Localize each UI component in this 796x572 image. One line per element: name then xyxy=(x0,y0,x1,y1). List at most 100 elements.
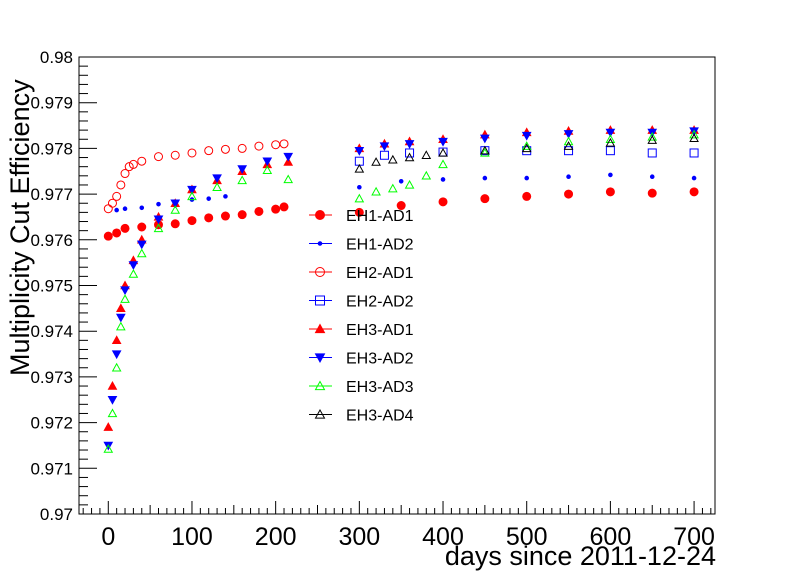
y-tick-label: 0.979 xyxy=(30,94,73,113)
legend-item: EH1-AD2 xyxy=(309,237,414,254)
data-point xyxy=(204,146,214,156)
legend-label: EH3-AD4 xyxy=(346,408,414,425)
data-point xyxy=(120,286,130,296)
data-point xyxy=(440,177,446,182)
data-point xyxy=(120,169,130,179)
data-point xyxy=(354,207,364,217)
data-point xyxy=(262,157,273,167)
data-point xyxy=(387,183,398,193)
data-point xyxy=(107,381,118,390)
legend-marker xyxy=(314,408,326,419)
data-point xyxy=(647,188,657,198)
data-point xyxy=(649,174,655,180)
data-point xyxy=(136,248,147,258)
data-point xyxy=(480,134,490,144)
data-point xyxy=(103,231,113,241)
legend: EH1-AD1 EH1-AD2 EH2-AD1 EH2-AD2 EH3-AD1 EH3-A… xyxy=(309,208,414,425)
y-tick-label: 0.977 xyxy=(30,185,73,204)
data-point xyxy=(271,140,281,150)
data-point xyxy=(521,143,532,153)
data-point xyxy=(204,213,214,223)
data-point xyxy=(271,204,281,214)
data-point xyxy=(206,196,212,201)
data-point xyxy=(153,215,164,225)
x-axis-ticks: 0 100 200 300 400 500 600 700 xyxy=(82,501,715,551)
data-point xyxy=(103,422,114,431)
data-point xyxy=(187,216,197,226)
legend-marker xyxy=(314,380,326,391)
legend-label: EH2-AD2 xyxy=(346,294,414,311)
data-point xyxy=(404,140,415,149)
data-point xyxy=(521,131,532,141)
data-point xyxy=(114,207,119,213)
data-point xyxy=(136,240,147,250)
data-point xyxy=(480,145,490,155)
data-point xyxy=(524,175,530,181)
data-point xyxy=(354,146,365,156)
x-tick-label: 600 xyxy=(590,523,632,551)
data-point xyxy=(379,142,390,152)
data-point xyxy=(564,189,574,199)
data-point xyxy=(128,269,139,278)
data-point xyxy=(187,191,197,201)
data-point xyxy=(115,313,126,323)
series-eh3-ad2 xyxy=(103,127,699,451)
data-point xyxy=(103,444,114,453)
data-point xyxy=(566,174,571,180)
data-point xyxy=(396,201,406,211)
data-point xyxy=(212,174,222,184)
y-tick-label: 0.98 xyxy=(40,48,73,67)
legend-item: EH2-AD1 xyxy=(309,265,414,282)
data-point xyxy=(647,148,657,158)
data-point xyxy=(187,185,197,195)
data-point xyxy=(137,222,147,232)
x-tick-label: 0 xyxy=(101,523,115,551)
data-point xyxy=(521,141,532,150)
legend-item: EH3-AD3 xyxy=(309,379,414,396)
data-point xyxy=(605,187,615,197)
data-point xyxy=(691,175,697,181)
data-point xyxy=(283,152,294,162)
data-point xyxy=(154,152,163,162)
legend-item: EH1-AD1 xyxy=(309,208,414,225)
data-point xyxy=(354,193,365,203)
data-markers xyxy=(103,125,699,453)
data-point xyxy=(124,162,134,172)
data-point xyxy=(605,137,616,147)
data-point xyxy=(116,180,126,190)
data-point xyxy=(139,205,145,211)
legend-label: EH1-AD1 xyxy=(346,208,414,225)
data-point xyxy=(170,199,181,209)
data-point xyxy=(254,206,264,216)
y-tick-label: 0.974 xyxy=(30,322,73,341)
data-point xyxy=(120,294,130,303)
y-axis-label: Multiplicity Cut Efficiency xyxy=(5,79,35,376)
legend-label: EH2-AD1 xyxy=(346,265,414,282)
data-point xyxy=(522,191,532,201)
data-point xyxy=(137,156,147,166)
data-point xyxy=(647,131,658,141)
data-point xyxy=(103,204,113,214)
data-point xyxy=(283,174,294,184)
data-point xyxy=(398,179,404,184)
data-point xyxy=(107,198,117,208)
data-point xyxy=(220,144,230,154)
data-point xyxy=(262,165,273,175)
series-eh1-ad2 xyxy=(114,172,697,213)
data-point xyxy=(120,223,130,233)
data-point xyxy=(237,165,248,174)
legend-label: EH3-AD2 xyxy=(346,351,414,368)
data-point xyxy=(563,141,574,150)
data-point xyxy=(379,150,389,160)
data-point xyxy=(563,130,574,139)
data-point xyxy=(122,206,128,212)
data-point xyxy=(170,219,180,229)
legend-label: EH3-AD3 xyxy=(346,379,414,396)
data-point xyxy=(237,175,248,185)
series-eh2-ad1 xyxy=(103,139,289,214)
data-point xyxy=(107,408,118,418)
legend-item: EH3-AD2 xyxy=(309,351,414,368)
data-point xyxy=(128,159,138,169)
data-point xyxy=(254,141,264,151)
data-point xyxy=(156,201,161,207)
